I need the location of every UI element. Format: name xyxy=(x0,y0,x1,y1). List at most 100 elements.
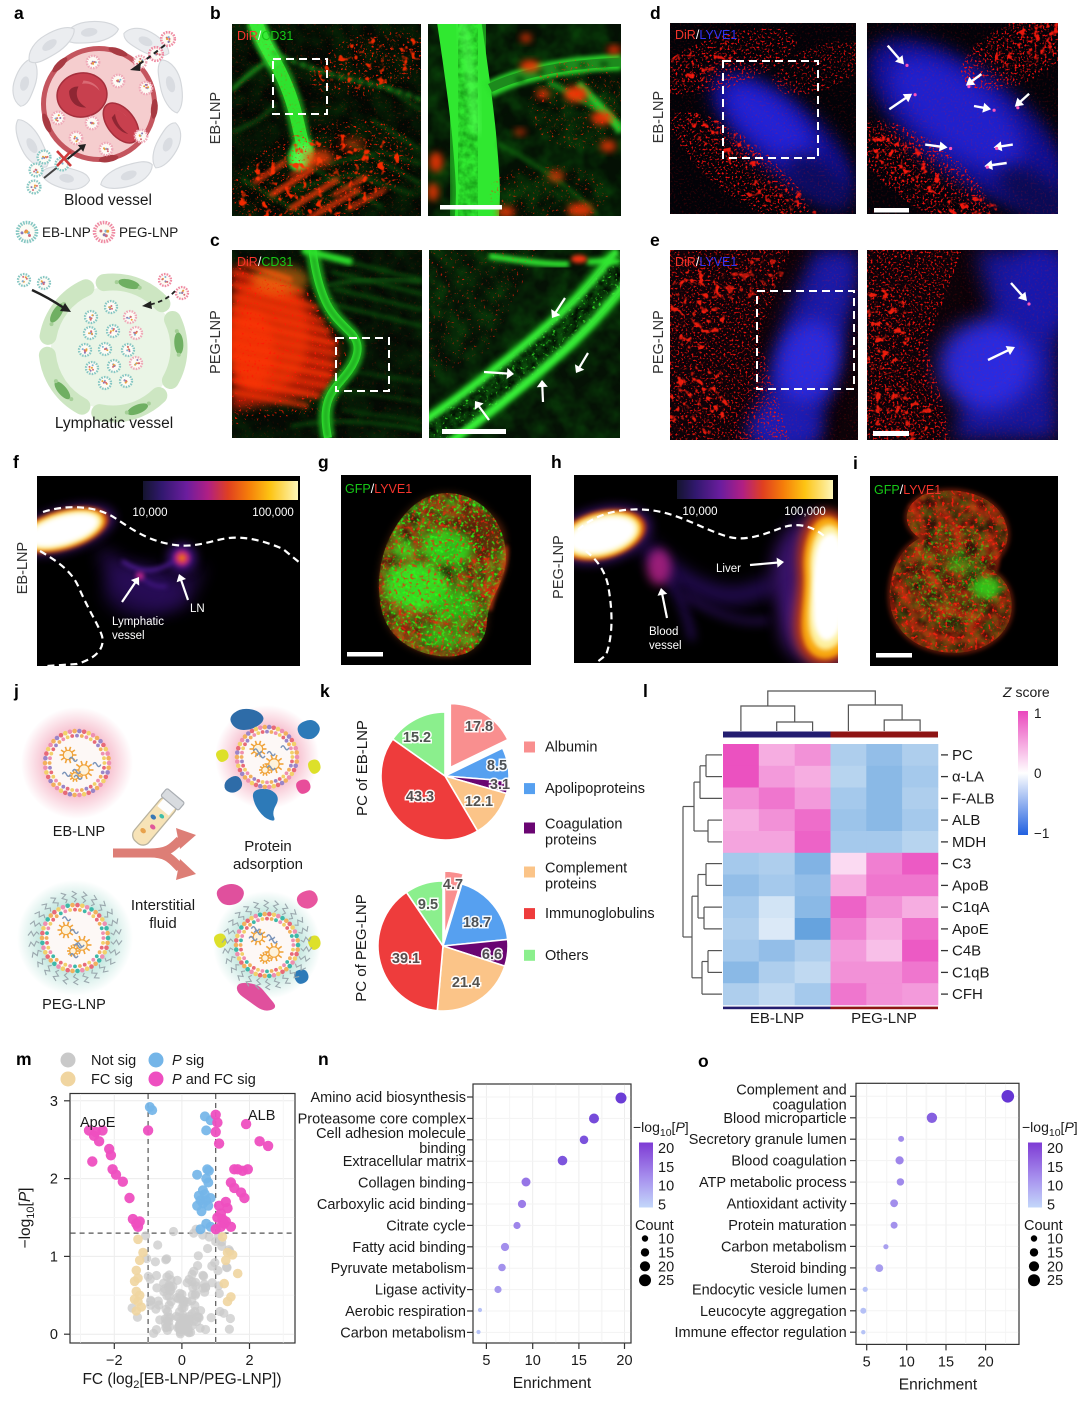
svg-text:α-LA: α-LA xyxy=(952,769,984,786)
svg-text:coagulation: coagulation xyxy=(773,1097,847,1113)
svg-text:Enrichment: Enrichment xyxy=(899,1376,978,1393)
svg-text:DiR/CD31: DiR/CD31 xyxy=(237,255,293,269)
svg-text:−2: −2 xyxy=(106,1353,123,1369)
svg-text:FC (log2[EB-LNP/PEG-LNP]): FC (log2[EB-LNP/PEG-LNP]) xyxy=(82,1371,281,1391)
svg-text:Fatty acid binding: Fatty acid binding xyxy=(352,1240,466,1256)
svg-text:15: 15 xyxy=(1047,1160,1063,1176)
svg-text:25: 25 xyxy=(658,1273,674,1289)
svg-text:Proteasome core complex: Proteasome core complex xyxy=(298,1111,467,1127)
svg-text:20: 20 xyxy=(616,1353,632,1369)
svg-text:PC of PEG-LNP: PC of PEG-LNP xyxy=(353,894,370,1002)
svg-text:8.5: 8.5 xyxy=(487,758,507,774)
svg-text:20: 20 xyxy=(1047,1141,1063,1157)
svg-text:DiR/CD31: DiR/CD31 xyxy=(237,29,293,43)
svg-text:5: 5 xyxy=(658,1197,666,1213)
svg-text:vessel: vessel xyxy=(112,630,145,642)
svg-text:Amino acid biosynthesis: Amino acid biosynthesis xyxy=(310,1090,466,1106)
svg-text:Complement and: Complement and xyxy=(736,1082,846,1098)
svg-text:Steroid binding: Steroid binding xyxy=(750,1261,847,1277)
svg-text:Count: Count xyxy=(635,1218,674,1234)
svg-text:10,000: 10,000 xyxy=(132,507,167,519)
svg-text:12.1: 12.1 xyxy=(465,794,493,810)
svg-text:Albumin: Albumin xyxy=(545,740,597,756)
svg-text:C3: C3 xyxy=(952,856,971,873)
svg-text:Liver: Liver xyxy=(716,563,741,575)
svg-text:6.6: 6.6 xyxy=(482,947,502,963)
svg-text:DiR/LYVE1: DiR/LYVE1 xyxy=(675,255,737,269)
svg-text:ATP metabolic process: ATP metabolic process xyxy=(699,1175,847,1191)
svg-text:PC of EB-LNP: PC of EB-LNP xyxy=(354,720,371,816)
svg-text:15: 15 xyxy=(658,1245,674,1261)
svg-text:ApoE: ApoE xyxy=(80,1115,116,1131)
svg-text:−log10[P]: −log10[P] xyxy=(1022,1119,1078,1139)
svg-text:C1qB: C1qB xyxy=(952,964,990,981)
svg-text:5: 5 xyxy=(482,1353,490,1369)
svg-text:Enrichment: Enrichment xyxy=(513,1375,592,1392)
svg-text:Blood: Blood xyxy=(649,626,678,638)
svg-text:15: 15 xyxy=(658,1160,674,1176)
svg-text:5: 5 xyxy=(1047,1197,1055,1213)
svg-text:PC: PC xyxy=(952,747,973,764)
svg-text:Immunoglobulins: Immunoglobulins xyxy=(545,906,655,922)
svg-text:Citrate cycle: Citrate cycle xyxy=(386,1218,466,1234)
svg-text:vessel: vessel xyxy=(649,640,682,652)
svg-text:10: 10 xyxy=(899,1354,915,1370)
svg-text:3.1: 3.1 xyxy=(490,777,510,793)
svg-text:adsorption: adsorption xyxy=(233,856,303,873)
svg-text:Carbon metabolism: Carbon metabolism xyxy=(721,1239,847,1255)
svg-text:−log10[P]: −log10[P] xyxy=(633,1119,689,1139)
svg-text:PEG-LNP: PEG-LNP xyxy=(119,225,178,240)
svg-text:DiR/LYVE1: DiR/LYVE1 xyxy=(675,28,737,42)
svg-text:Collagen binding: Collagen binding xyxy=(358,1176,466,1192)
svg-text:21.4: 21.4 xyxy=(452,975,480,991)
svg-text:20: 20 xyxy=(658,1141,674,1157)
svg-text:Count: Count xyxy=(1024,1218,1063,1234)
svg-text:EB-LNP: EB-LNP xyxy=(750,1010,804,1027)
svg-text:Blood vessel: Blood vessel xyxy=(64,192,152,209)
svg-text:10: 10 xyxy=(1047,1232,1063,1248)
svg-text:17.8: 17.8 xyxy=(465,719,493,735)
svg-text:10: 10 xyxy=(658,1179,674,1195)
svg-text:Extracellular matrix: Extracellular matrix xyxy=(343,1154,467,1170)
svg-text:Immune effector regulation: Immune effector regulation xyxy=(674,1325,846,1341)
svg-text:0: 0 xyxy=(178,1353,186,1369)
svg-text:−1: −1 xyxy=(1034,826,1049,841)
svg-text:LN: LN xyxy=(190,603,205,615)
svg-text:100,000: 100,000 xyxy=(784,506,826,518)
svg-text:10: 10 xyxy=(658,1232,674,1248)
svg-text:10: 10 xyxy=(525,1353,541,1369)
svg-text:C1qA: C1qA xyxy=(952,899,990,916)
svg-text:100,000: 100,000 xyxy=(252,507,294,519)
svg-text:20: 20 xyxy=(658,1259,674,1275)
svg-text:0: 0 xyxy=(50,1327,58,1343)
svg-text:P sig: P sig xyxy=(172,1053,204,1069)
svg-text:ALB: ALB xyxy=(952,812,980,829)
svg-text:4.7: 4.7 xyxy=(443,877,463,893)
svg-text:F-ALB: F-ALB xyxy=(952,790,995,807)
svg-text:43.3: 43.3 xyxy=(406,789,434,805)
svg-text:20: 20 xyxy=(1047,1259,1063,1275)
svg-text:Others: Others xyxy=(545,948,589,964)
svg-text:P and FC sig: P and FC sig xyxy=(172,1072,256,1088)
svg-text:ApoE: ApoE xyxy=(952,921,989,938)
svg-text:Apolipoproteins: Apolipoproteins xyxy=(545,781,645,797)
svg-text:Pyruvate metabolism: Pyruvate metabolism xyxy=(331,1261,466,1277)
svg-text:CFH: CFH xyxy=(952,986,983,1003)
svg-text:Cell adhesion molecule: Cell adhesion molecule xyxy=(316,1126,466,1142)
svg-text:Endocytic vesicle lumen: Endocytic vesicle lumen xyxy=(692,1282,847,1298)
svg-text:proteins: proteins xyxy=(545,833,597,849)
svg-text:Antioxidant activity: Antioxidant activity xyxy=(727,1197,848,1213)
svg-text:Blood microparticle: Blood microparticle xyxy=(723,1111,846,1127)
svg-text:15: 15 xyxy=(938,1354,954,1370)
svg-text:9.5: 9.5 xyxy=(418,897,438,913)
svg-text:MDH: MDH xyxy=(952,834,986,851)
svg-text:EB-LNP: EB-LNP xyxy=(42,225,91,240)
svg-text:GFP/LYVE1: GFP/LYVE1 xyxy=(345,482,412,496)
svg-text:ALB: ALB xyxy=(248,1108,275,1124)
svg-text:15: 15 xyxy=(571,1353,587,1369)
svg-text:Z score: Z score xyxy=(1002,684,1050,700)
svg-text:1: 1 xyxy=(1034,706,1042,721)
svg-text:Carboxylic acid binding: Carboxylic acid binding xyxy=(317,1197,466,1213)
svg-text:Carbon metabolism: Carbon metabolism xyxy=(340,1325,466,1341)
svg-text:EB-LNP: EB-LNP xyxy=(53,824,105,840)
